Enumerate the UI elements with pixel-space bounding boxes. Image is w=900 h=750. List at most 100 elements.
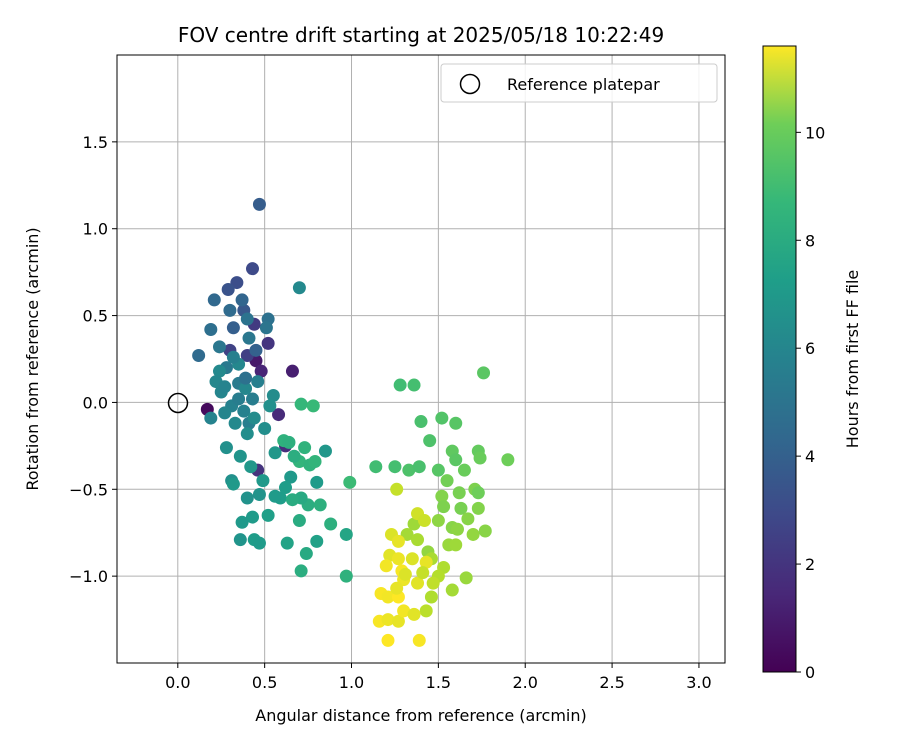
data-point [285,364,299,378]
data-point [249,343,263,357]
data-point [218,380,232,394]
data-point [400,527,414,541]
data-point [287,449,301,463]
data-point [423,434,437,448]
y-tick-label: −1.0 [69,567,108,586]
colorbar [762,45,797,673]
data-point [440,474,454,488]
data-point [454,501,468,515]
data-point [461,512,475,526]
legend-label: Reference platepar [507,75,660,94]
data-point [233,449,247,463]
data-point [381,613,395,627]
colorbar-tick-label: 2 [805,555,815,574]
data-point [240,312,254,326]
reference-marker [167,392,189,414]
data-point [240,491,254,505]
data-point [261,508,275,522]
data-point [245,510,259,524]
data-point [459,571,473,585]
data-point [473,451,487,465]
data-point [426,576,440,590]
data-point [247,411,261,425]
x-axis-label: Angular distance from reference (arcmin) [255,706,586,725]
data-point [245,262,259,276]
data-point [230,276,244,290]
data-point [204,322,218,336]
data-point [219,441,233,455]
data-point [390,482,404,496]
data-point [477,366,491,380]
data-point [207,293,221,307]
data-point [424,590,438,604]
x-tick-label: 2.0 [513,673,538,692]
data-point [391,534,405,548]
x-tick-label: 2.5 [599,673,624,692]
data-point [391,552,405,566]
data-point [435,489,449,503]
data-point [343,475,357,489]
x-tick-label: 1.5 [426,673,451,692]
data-point [431,514,445,528]
data-point [221,283,235,297]
data-point [419,604,433,618]
data-point [407,607,421,621]
plot-frame [116,54,726,664]
x-tick-label: 1.0 [339,673,364,692]
data-point [450,522,464,536]
data-point [192,349,206,363]
data-point [388,460,402,474]
x-tick-label: 0.0 [165,673,190,692]
data-point [212,364,226,378]
x-tick-label: 0.5 [252,673,277,692]
data-point [397,604,411,618]
colorbar-tick-label: 4 [805,447,815,466]
y-tick-label: 0.5 [83,307,108,326]
data-point [369,460,383,474]
data-point [339,527,353,541]
data-point [398,567,412,581]
data-point [407,378,421,392]
data-point [449,416,463,430]
data-point [282,435,296,449]
y-tick-label: −0.5 [69,480,108,499]
colorbar-tick-label: 6 [805,339,815,358]
data-point [318,444,332,458]
data-point [204,411,218,425]
data-point [445,583,459,597]
data-point [244,460,258,474]
data-point [411,576,425,590]
data-point [339,569,353,583]
data-point [252,487,266,501]
colorbar-tick-label: 8 [805,231,815,250]
data-point [212,340,226,354]
data-point [258,421,272,435]
y-tick-label: 1.0 [83,220,108,239]
data-point [294,397,308,411]
data-point [391,614,405,628]
y-tick-label: 0.0 [83,393,108,412]
data-point [268,446,282,460]
data-point [226,350,240,364]
data-point [266,388,280,402]
data-point [272,408,286,422]
data-point [402,463,416,477]
data-point [235,293,249,307]
data-point [478,524,492,538]
data-points [192,197,515,647]
data-point [471,501,485,515]
colorbar-label: Hours from first FF file [843,270,862,449]
data-point [313,498,327,512]
data-point [298,441,312,455]
x-axis-ticks: 0.0 0.5 1.0 1.5 2.0 2.5 3.0 [165,663,712,692]
data-point [449,453,463,467]
data-point [228,416,242,430]
data-point [299,547,313,561]
data-point [414,415,428,429]
data-point [226,477,240,491]
data-point [254,364,268,378]
data-point [437,500,451,514]
data-point [240,427,254,441]
y-axis-label: Rotation from reference (arcmin) [23,227,42,490]
